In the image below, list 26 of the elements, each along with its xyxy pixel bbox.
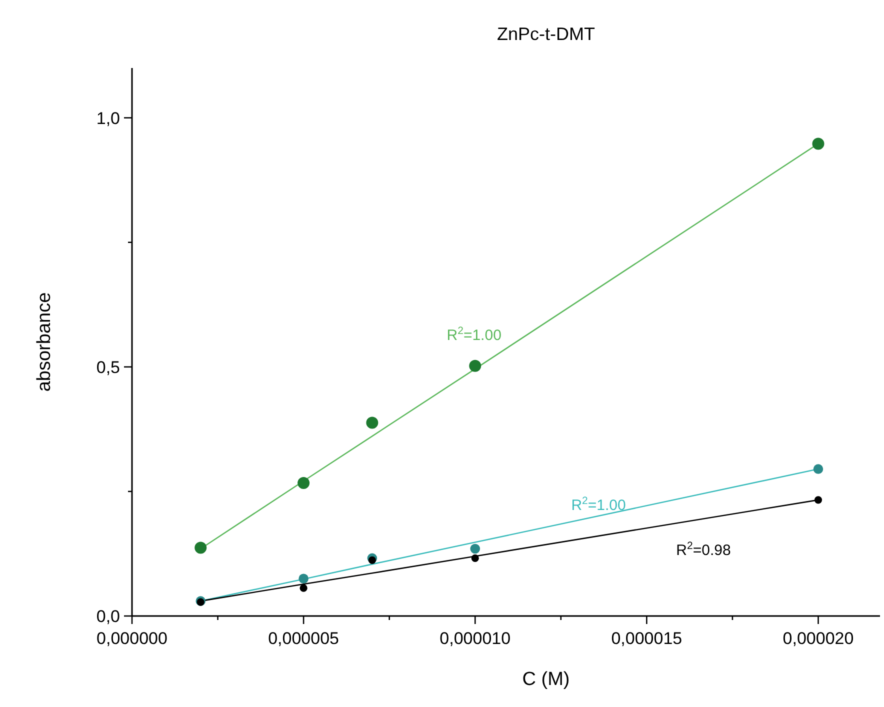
- x-tick-label: 0,000000: [96, 629, 168, 648]
- x-tick-label: 0,000005: [268, 629, 340, 648]
- annotation: R$^{2}$=1.00: [571, 494, 626, 514]
- x-axis-title: C (M): [522, 669, 570, 690]
- point: [366, 416, 378, 429]
- point: [814, 496, 822, 504]
- point: [368, 556, 376, 564]
- point: [298, 574, 308, 584]
- y-axis-title: absorbance: [34, 292, 55, 392]
- annotation: R$^{2}$=1.00: [446, 325, 502, 344]
- point: [469, 360, 482, 372]
- y-tick-label: 0,5: [96, 358, 120, 377]
- annotation: R$^{2}$=0.98: [676, 540, 731, 560]
- y-tick-label: 1,0: [96, 108, 120, 128]
- point: [194, 542, 207, 554]
- y-tick-label: 0,0: [96, 607, 120, 626]
- x-tick-label: 0,000010: [440, 629, 511, 648]
- x-tick-label: 0,000020: [782, 629, 854, 648]
- point: [470, 544, 480, 554]
- chart-title: ZnPc-t-DMT: [497, 24, 595, 44]
- point: [812, 138, 824, 150]
- point: [300, 584, 308, 592]
- point: [471, 554, 479, 562]
- point: [813, 464, 824, 474]
- x-tick-label: 0,000015: [611, 629, 682, 648]
- point: [298, 476, 310, 489]
